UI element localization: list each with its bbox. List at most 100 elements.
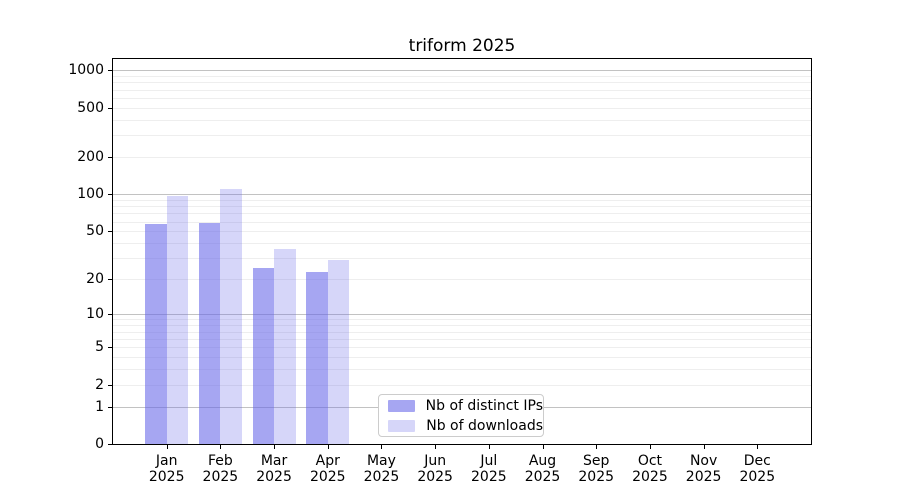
- gridline-minor: [113, 89, 811, 91]
- x-tick-year: 2025: [632, 469, 668, 485]
- y-tick-label: 200: [77, 149, 104, 166]
- x-tick-mark: [381, 445, 383, 449]
- x-tick-month: Aug: [528, 453, 557, 469]
- x-tick-year: 2025: [309, 469, 346, 485]
- y-tick-mark: [108, 107, 112, 109]
- x-tick-month: Feb: [207, 453, 233, 469]
- legend-item-distinct-ips: Nb of distinct IPs: [388, 398, 543, 414]
- y-tick-label: 5: [95, 339, 104, 356]
- gridline-minor: [113, 97, 811, 99]
- x-tick-year: 2025: [148, 469, 185, 485]
- bar-distinct-ips-mar: [252, 267, 275, 444]
- y-tick-label: 1000: [68, 62, 104, 79]
- gridline-minor: [113, 258, 811, 260]
- x-tick-label: Mar 2025: [247, 453, 301, 485]
- x-tick-year: 2025: [739, 469, 776, 485]
- x-tick-label: Jun 2025: [408, 453, 462, 485]
- x-tick-label: Nov 2025: [677, 453, 731, 485]
- x-tick-mark: [757, 445, 759, 449]
- x-tick-year: 2025: [578, 469, 615, 485]
- gridline-minor: [113, 221, 811, 223]
- x-tick-month: Oct: [637, 453, 663, 469]
- x-tick-year: 2025: [685, 469, 722, 485]
- bar-downloads-feb: [220, 188, 242, 444]
- gridline-minor: [113, 356, 811, 358]
- x-tick-year: 2025: [202, 469, 239, 485]
- gridline-major: [113, 70, 811, 72]
- y-tick-mark: [108, 444, 112, 445]
- x-tick-year: 2025: [363, 469, 400, 485]
- x-tick-mark: [542, 445, 544, 449]
- x-tick-mark: [435, 445, 437, 449]
- x-tick-mark: [274, 445, 276, 449]
- x-tick-label: Apr 2025: [301, 453, 355, 485]
- x-tick-month: Sep: [583, 453, 610, 469]
- gridline-minor: [113, 279, 811, 281]
- x-tick-label: Jan 2025: [140, 453, 194, 485]
- x-tick-mark: [327, 445, 329, 449]
- gridline-minor: [113, 243, 811, 245]
- x-tick-label: Jul 2025: [462, 453, 516, 485]
- x-tick-mark: [596, 445, 598, 449]
- legend-label-downloads: Nb of downloads: [426, 417, 543, 434]
- y-tick-label: 2: [95, 376, 104, 393]
- chart-title: triform 2025: [408, 36, 516, 56]
- gridline-minor: [113, 331, 811, 333]
- gridline-minor: [113, 213, 811, 215]
- y-tick-label: 1: [95, 398, 104, 415]
- x-tick-mark: [220, 445, 222, 449]
- y-tick-label: 0: [95, 436, 104, 452]
- gridline-minor: [113, 338, 811, 340]
- plot-area: [113, 59, 811, 444]
- y-tick-mark: [108, 384, 112, 386]
- x-tick-label: May 2025: [354, 453, 408, 485]
- legend-swatch-downloads-icon: [388, 419, 416, 432]
- y-tick-label: 20: [86, 271, 104, 288]
- x-tick-month: May: [366, 453, 396, 469]
- x-tick-label: Sep 2025: [569, 453, 623, 485]
- y-tick-mark: [108, 347, 112, 349]
- gridline-minor: [113, 347, 811, 349]
- gridline-major: [113, 194, 811, 196]
- y-tick-mark: [108, 279, 112, 281]
- y-tick-mark: [108, 231, 112, 233]
- x-tick-mark: [166, 445, 168, 449]
- bar-downloads-mar: [274, 248, 296, 444]
- gridline-minor: [113, 231, 811, 233]
- x-tick-month: Mar: [260, 453, 288, 469]
- x-tick-label: Aug 2025: [516, 453, 570, 485]
- gridline-minor: [113, 76, 811, 78]
- y-tick-mark: [108, 157, 112, 159]
- bar-distinct-ips-jan: [145, 224, 167, 444]
- bar-distinct-ips-feb: [198, 222, 221, 444]
- bar-distinct-ips-apr: [306, 272, 328, 444]
- bar-downloads-apr: [327, 260, 350, 444]
- bar-downloads-jan: [166, 196, 189, 444]
- x-tick-month: Jun: [424, 453, 447, 469]
- gridline-minor: [113, 119, 811, 121]
- gridline-minor: [113, 325, 811, 327]
- y-tick-label: 10: [86, 306, 104, 323]
- x-tick-label: Feb 2025: [193, 453, 247, 485]
- x-tick-mark: [649, 445, 651, 449]
- gridline-major: [113, 314, 811, 316]
- gridline-minor: [113, 82, 811, 84]
- y-tick-mark: [108, 406, 112, 408]
- gridline-minor: [113, 107, 811, 109]
- y-tick-label: 500: [77, 99, 104, 116]
- y-tick-label: 50: [86, 223, 104, 240]
- legend-label-distinct-ips: Nb of distinct IPs: [425, 397, 543, 414]
- x-tick-mark: [703, 445, 705, 449]
- x-tick-month: Nov: [689, 453, 718, 469]
- y-tick-mark: [108, 314, 112, 316]
- y-tick-mark: [108, 194, 112, 196]
- gridline-minor: [113, 206, 811, 208]
- x-tick-label: Oct 2025: [623, 453, 677, 485]
- y-tick-label: 100: [77, 186, 104, 203]
- legend-swatch-distinct-ips-icon: [388, 399, 415, 412]
- x-tick-year: 2025: [417, 469, 453, 485]
- x-tick-month: Jul: [480, 453, 498, 469]
- gridline-minor: [113, 157, 811, 159]
- x-tick-month: Jan: [155, 453, 178, 469]
